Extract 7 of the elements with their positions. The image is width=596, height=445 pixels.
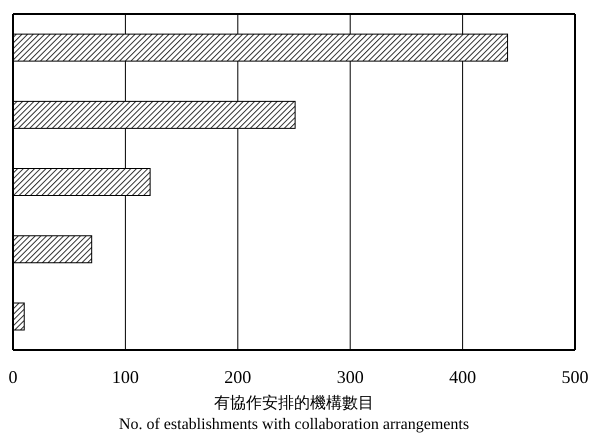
x-tick-label: 400: [449, 366, 476, 387]
x-tick-label: 100: [112, 366, 139, 387]
x-axis-title: 有協作安排的機構數目 No. of establishments with collaboration arrangements: [118, 394, 470, 433]
x-tick-label: 300: [336, 366, 364, 387]
x-tick-label: 200: [224, 366, 252, 387]
x-tick-label: 500: [562, 366, 588, 387]
x-tick-label: 0: [8, 366, 18, 387]
